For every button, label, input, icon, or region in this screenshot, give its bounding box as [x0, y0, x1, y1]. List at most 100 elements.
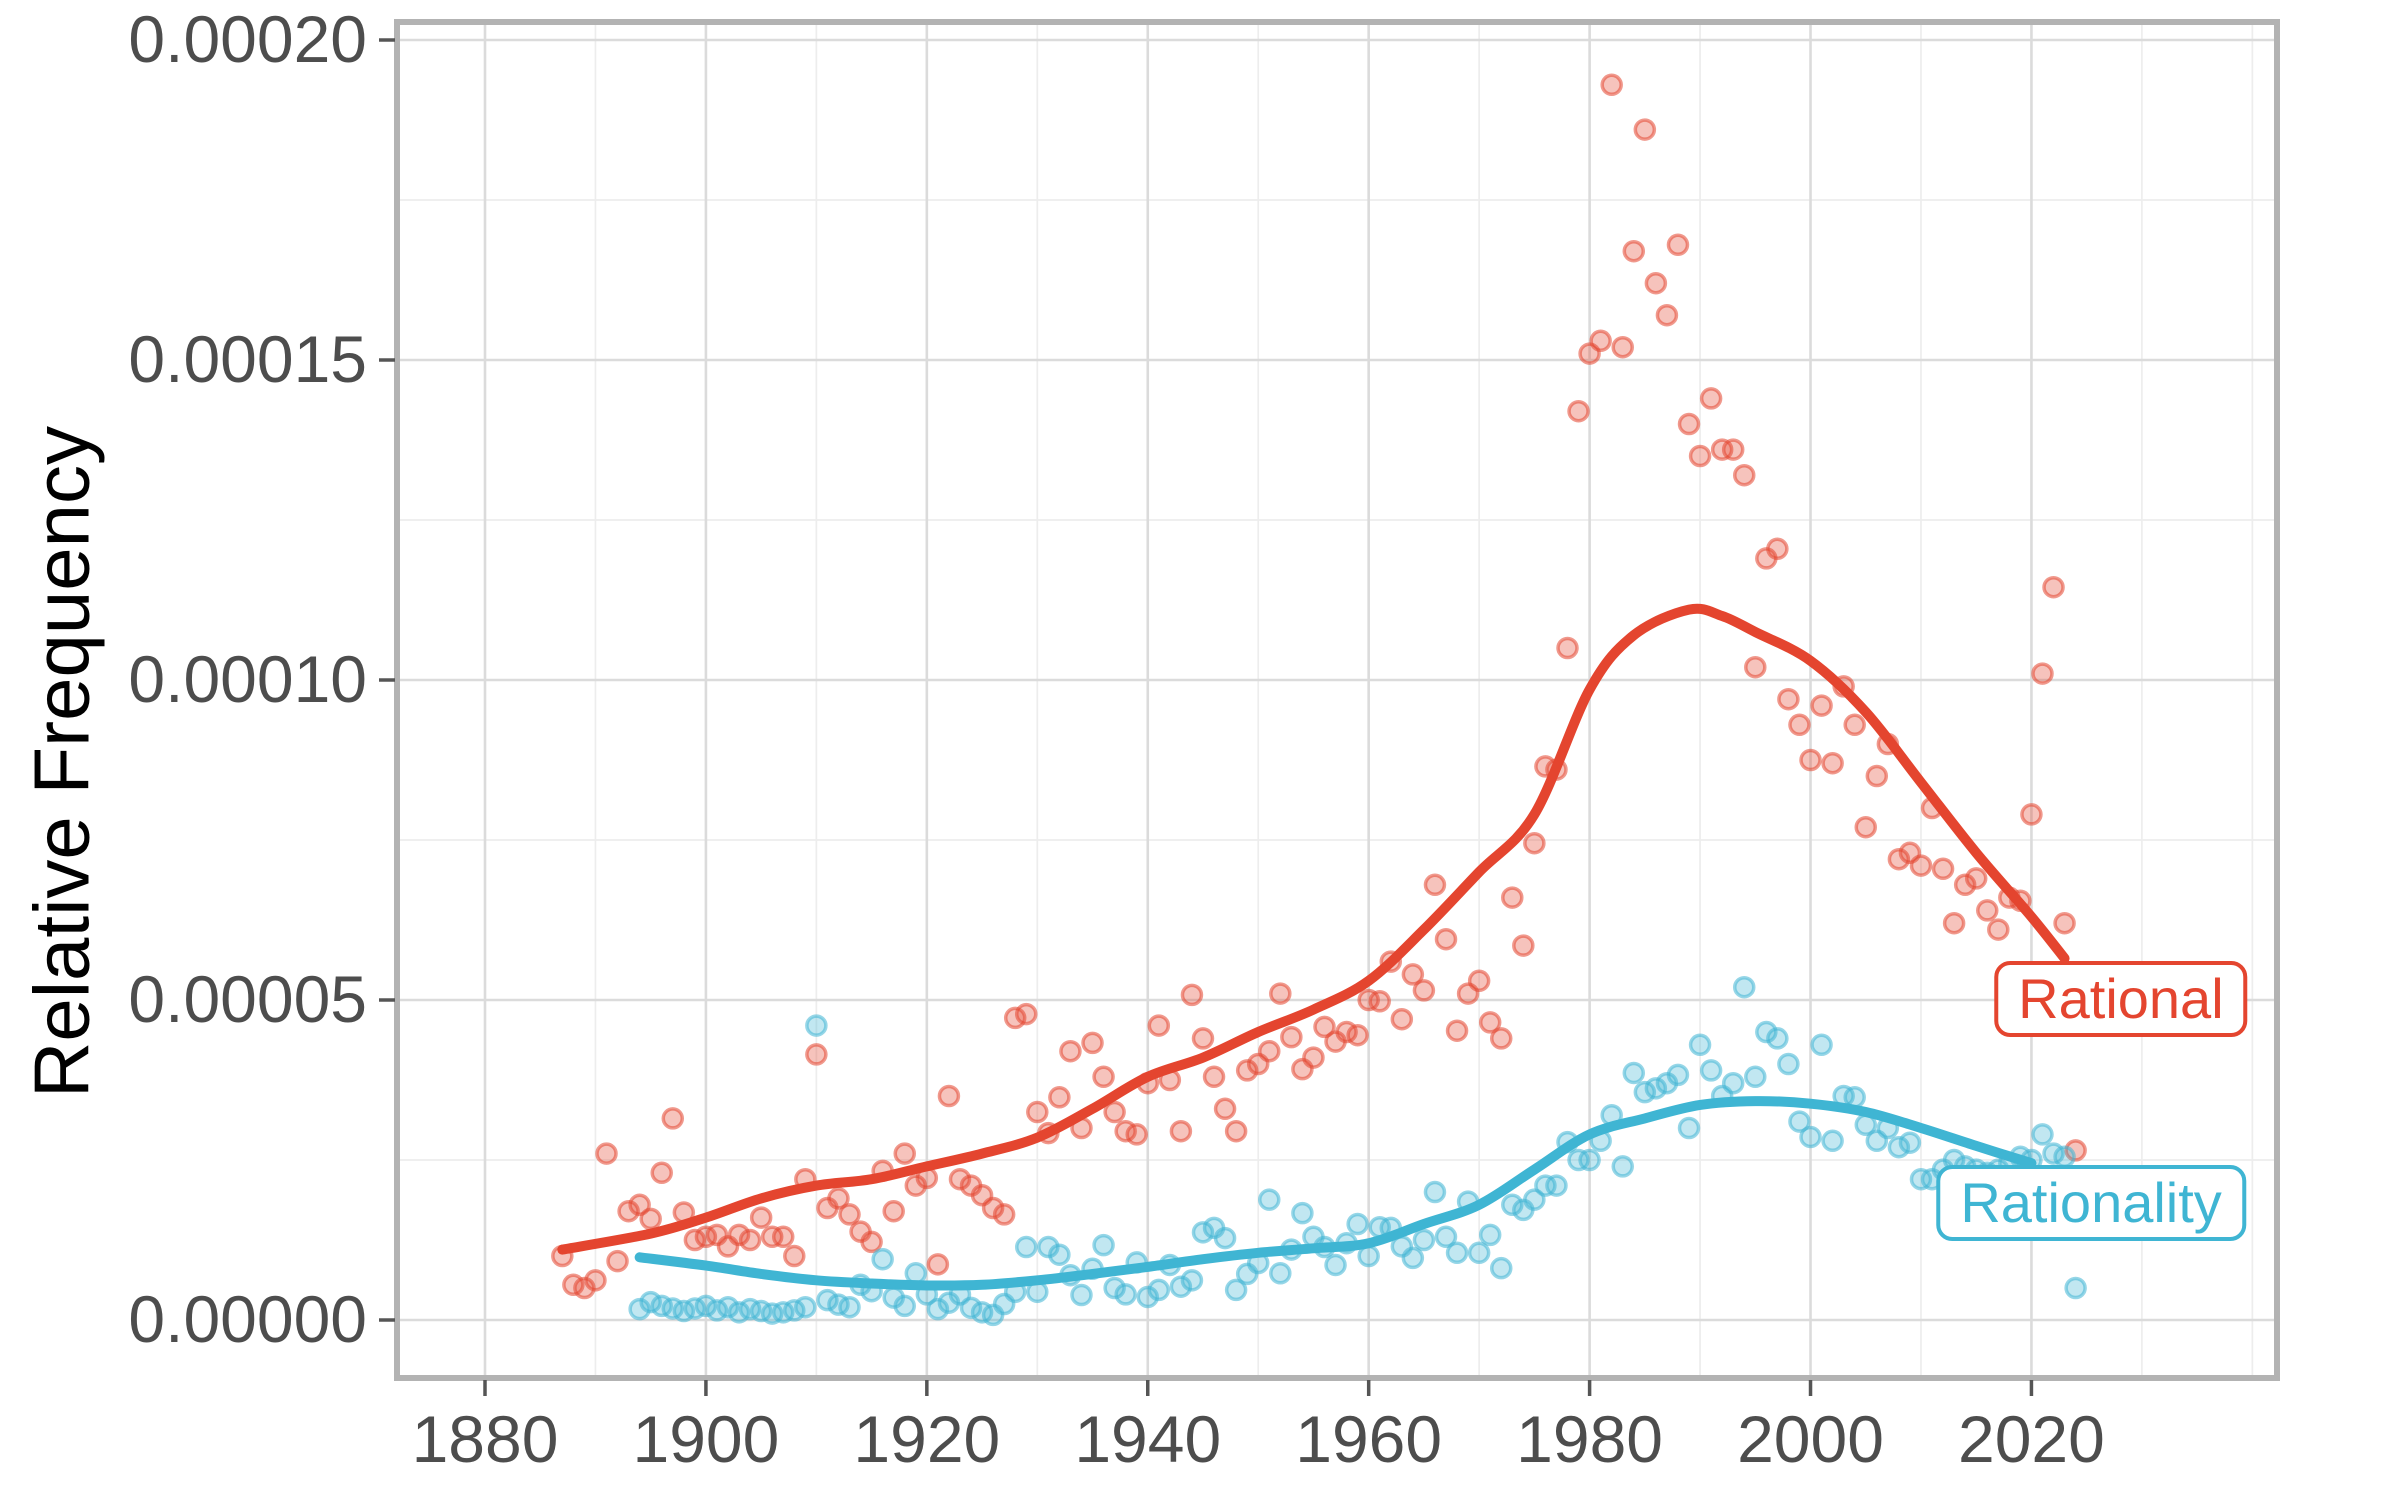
rational-point [1501, 886, 1524, 909]
rationality-point [926, 1297, 950, 1321]
rationality-point [904, 1262, 928, 1285]
rational-point [650, 1161, 673, 1185]
rationality-point [871, 1247, 894, 1271]
rational-point [1313, 1015, 1336, 1039]
rational-point [1611, 335, 1634, 359]
rational-point [1843, 713, 1866, 737]
rationality-point [1898, 1131, 1922, 1154]
rationality-point [1622, 1061, 1646, 1085]
y-tick-label: 0.00015 [128, 322, 367, 396]
rationality-point [1445, 1241, 1469, 1265]
rationality-point [628, 1297, 651, 1321]
rationality-point [1092, 1233, 1115, 1257]
rational-point [1302, 1046, 1325, 1069]
rationality-point [716, 1295, 740, 1319]
rational-point [827, 1187, 850, 1210]
rational-point [1721, 438, 1745, 461]
rational-point [738, 1228, 762, 1252]
points-rationality [628, 975, 2087, 1327]
rational-point [595, 1142, 618, 1165]
rationality-point [1015, 1235, 1038, 1259]
rational-point [1125, 1123, 1148, 1146]
rationality-point [2064, 1276, 2087, 1300]
rational-point [1688, 444, 1712, 468]
rational-point [1931, 857, 1955, 881]
rational-point [1202, 1065, 1226, 1089]
rational-point [937, 1084, 961, 1108]
rationality-point [1666, 1063, 1690, 1087]
rational-point [783, 1244, 806, 1268]
rationality-point [1755, 1020, 1778, 1044]
rational-point [1103, 1100, 1126, 1124]
rationality-point [1732, 975, 1756, 999]
rational-point [1744, 655, 1767, 679]
rational-point [1081, 1031, 1104, 1055]
rational-point [1092, 1065, 1115, 1089]
rational-point [1235, 1059, 1259, 1082]
rational-point [1887, 847, 1911, 871]
rationality-point [1169, 1275, 1193, 1298]
rational-point [2064, 1139, 2087, 1162]
rational-point [926, 1253, 950, 1276]
rationality-point [2053, 1145, 2076, 1169]
rational-point [1622, 239, 1646, 263]
rationality-point [1545, 1174, 1568, 1197]
rational-point [1567, 399, 1590, 423]
rational-point [628, 1193, 651, 1217]
rational-point [948, 1167, 972, 1191]
rationality-point [1136, 1285, 1160, 1309]
smooth-line-rationality [634, 1096, 2037, 1291]
rational-point [882, 1199, 905, 1223]
rational-point [992, 1203, 1016, 1226]
rationality-point [1489, 1256, 1513, 1280]
rationality-point [794, 1295, 817, 1319]
rational-point [1048, 1086, 1071, 1109]
rationality-point [1213, 1226, 1237, 1250]
rationality-point [1467, 1241, 1491, 1265]
rational-point [1224, 1119, 1248, 1143]
rational-point [1412, 979, 1436, 1002]
rational-point [639, 1207, 662, 1231]
rational-point [1964, 867, 1988, 890]
rational-point [1423, 873, 1447, 897]
rational-point [1026, 1100, 1049, 1124]
rational-point [1390, 1007, 1414, 1031]
rational-point [1401, 963, 1425, 986]
panel-background [397, 22, 2277, 1378]
y-tick-label: 0.00020 [128, 2, 367, 76]
rationality-point [1412, 1228, 1436, 1252]
rational-point [1666, 233, 1690, 257]
rational-point [1478, 1011, 1502, 1034]
x-tick-label: 1880 [412, 1402, 559, 1476]
x-tick-label: 2020 [1958, 1402, 2105, 1476]
rational-point [1821, 751, 1844, 775]
rational-point [1909, 854, 1933, 877]
rational-point [771, 1225, 795, 1249]
rational-point [893, 1142, 916, 1165]
rationality-point [1291, 1201, 1314, 1225]
rationality-point [1103, 1276, 1126, 1300]
rational-point [1677, 412, 1701, 436]
rational-point [1191, 1027, 1215, 1050]
y-tick-label: 0.00010 [128, 642, 367, 716]
rational-point [2042, 575, 2065, 599]
rational-point [661, 1107, 685, 1130]
rationality-point [1766, 1027, 1789, 1050]
rational-point [1467, 969, 1491, 993]
y-tick-label: 0.00005 [128, 962, 367, 1036]
axis-tick-labels: 1880 1900 1920 1940 1960 1980 2000 2020 0.00000 0… [128, 2, 2104, 1476]
rational-point [805, 1043, 828, 1066]
rational-point [1976, 899, 1999, 922]
rationality-point [1114, 1283, 1137, 1306]
rational-point [1523, 831, 1546, 855]
x-tick-label: 2000 [1737, 1402, 1884, 1476]
rational-point [1633, 118, 1657, 141]
rational-point [1987, 918, 2010, 941]
axis-ticks [379, 38, 2034, 1396]
rationality-point [1070, 1283, 1093, 1307]
rational-point [1655, 303, 1679, 327]
rationality-point [1523, 1188, 1546, 1211]
rationality-point [838, 1295, 861, 1319]
rational-point [1732, 463, 1756, 487]
